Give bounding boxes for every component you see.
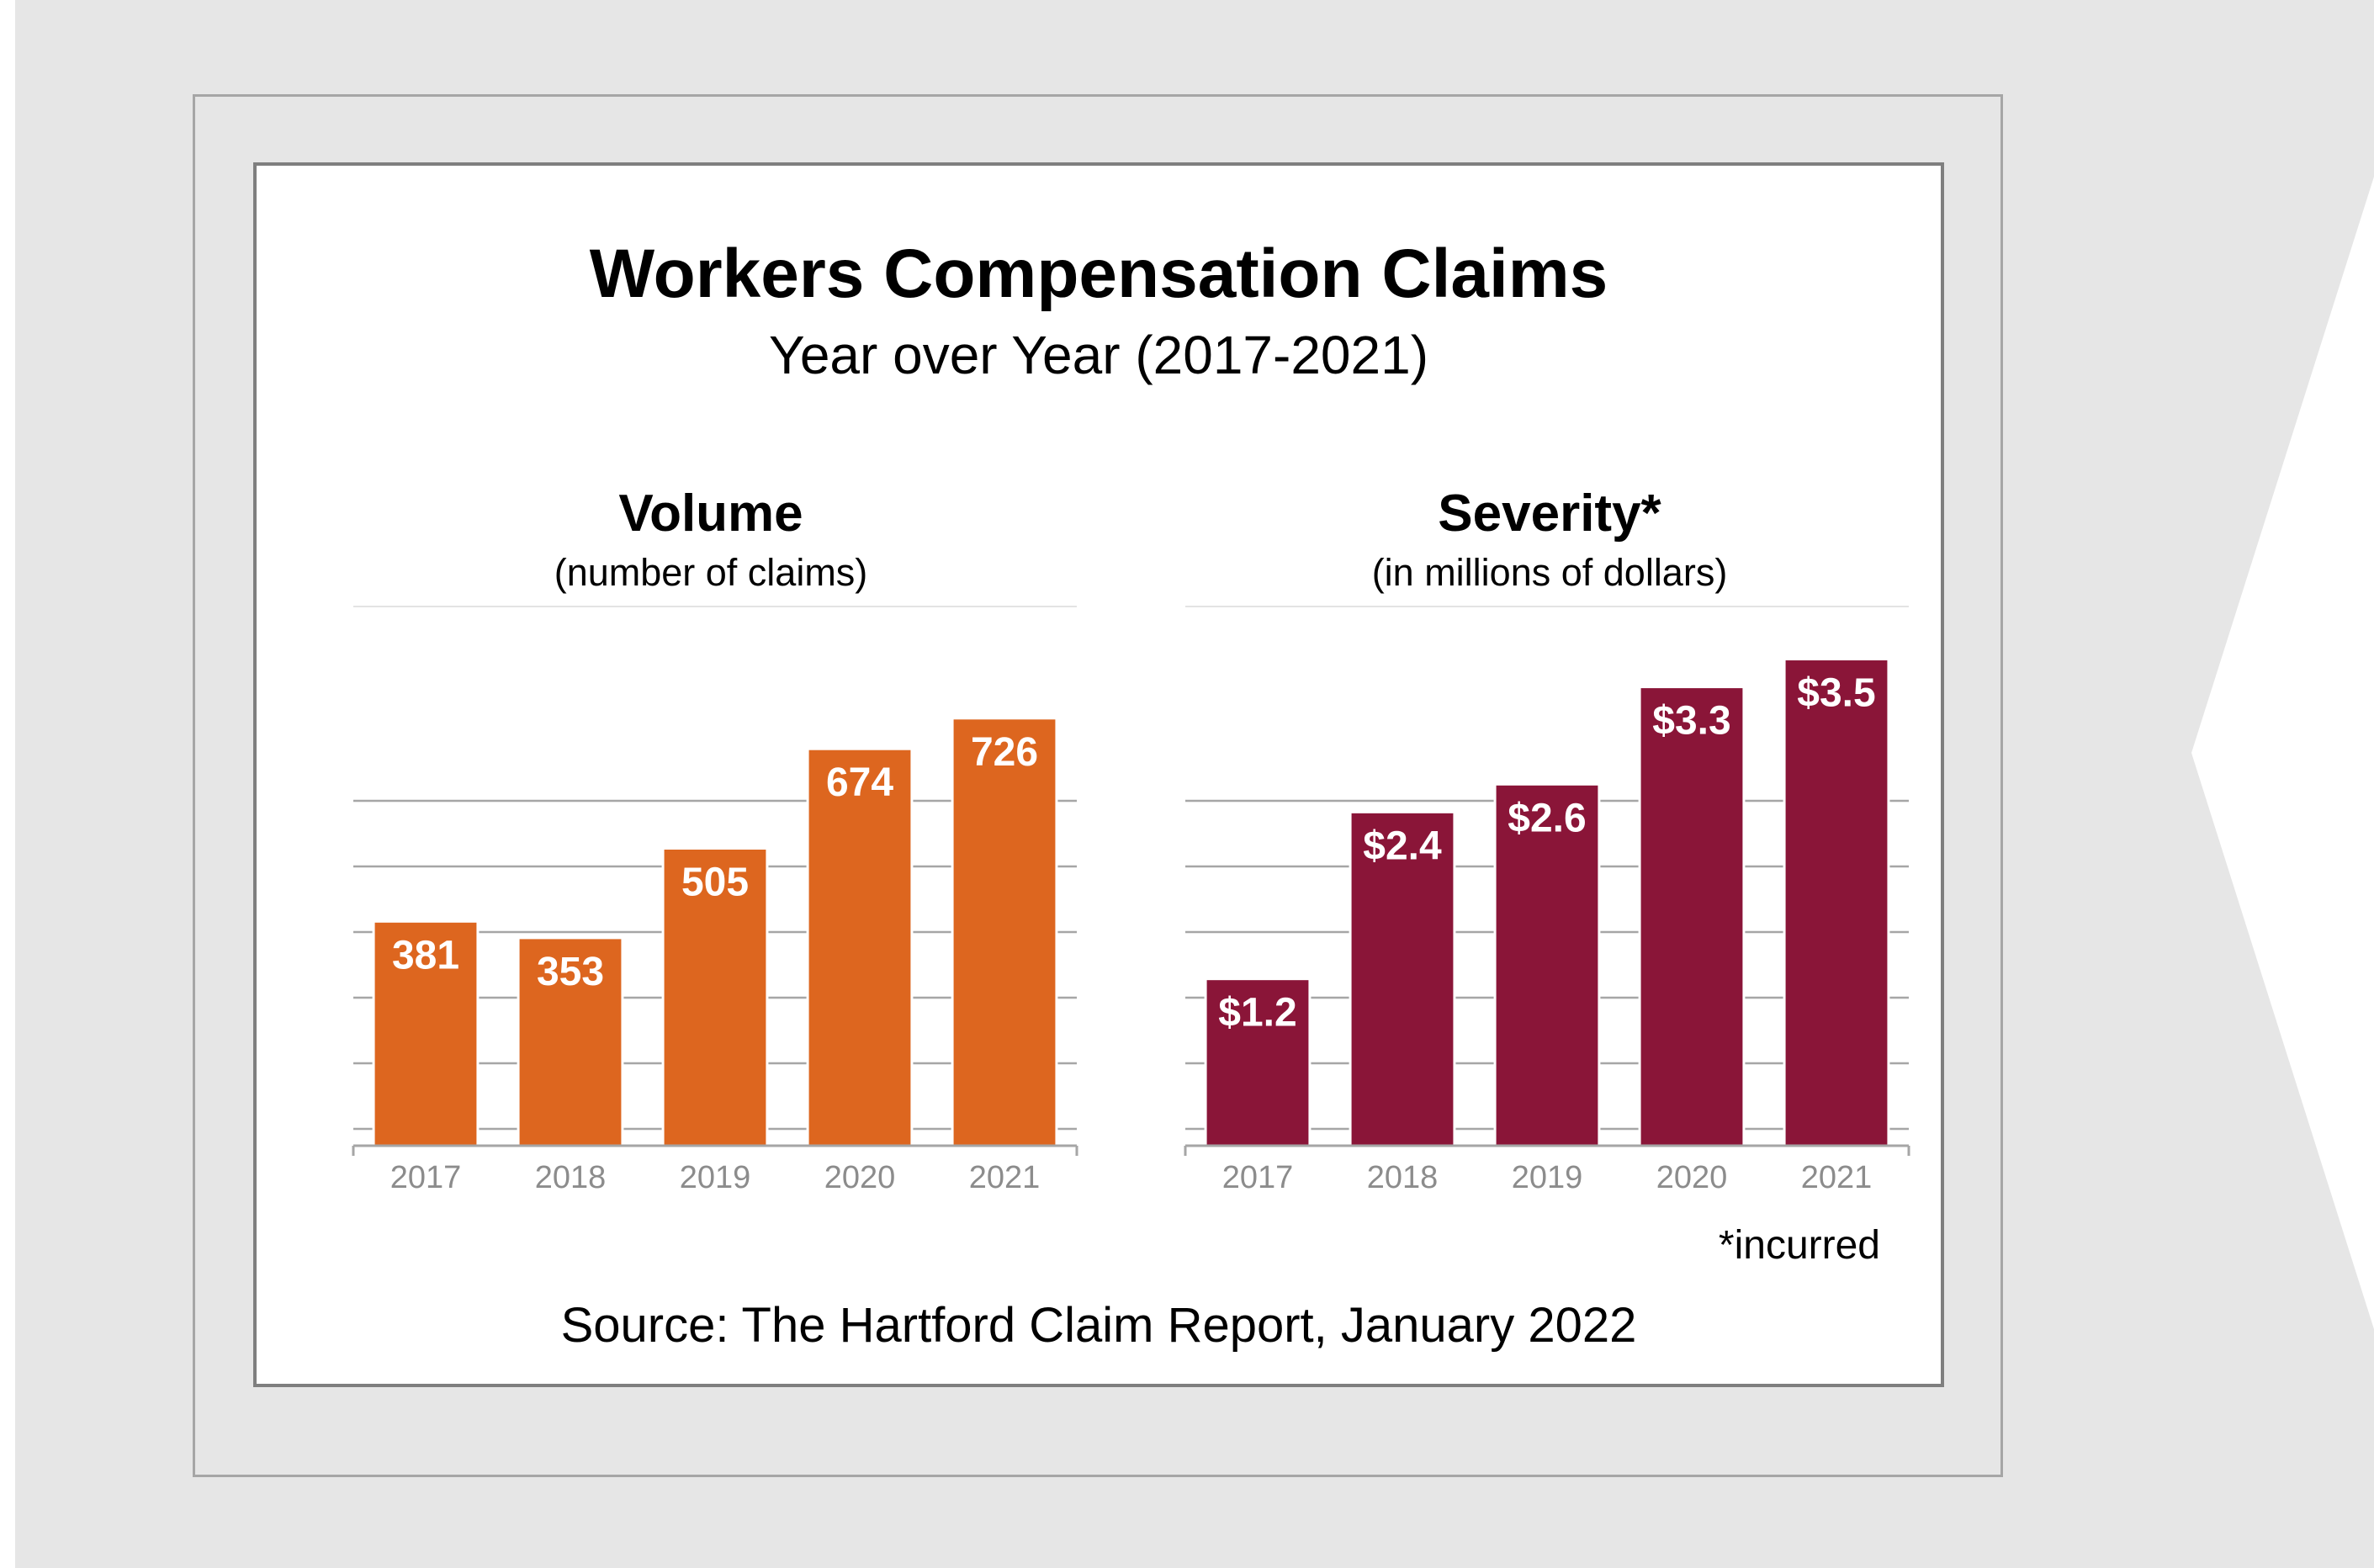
- severity-title: Severity*: [1438, 485, 1661, 543]
- tick-label-2020: 2020: [1656, 1160, 1728, 1195]
- tick-label-2017: 2017: [1222, 1160, 1294, 1195]
- volume-bar-chart: 381 2017 353 2018 505 2019 674 2020 726 2021: [352, 606, 1078, 1195]
- data-label-2020: $3.3: [1652, 699, 1730, 744]
- data-label-2017: $1.2: [1218, 991, 1296, 1036]
- data-label-2020: 674: [826, 760, 893, 805]
- data-label-2018: $2.4: [1363, 824, 1442, 868]
- tick-label-2017: 2017: [390, 1160, 462, 1195]
- severity-subtitle: (in millions of dollars): [1371, 551, 1728, 594]
- bar-2020: [1638, 686, 1746, 1147]
- chart-card: Workers Compensation Claims Year over Ye…: [253, 162, 1944, 1387]
- bar-2021: [1783, 658, 1890, 1147]
- tick-label-2019: 2019: [680, 1160, 751, 1195]
- tick-label-2021: 2021: [1801, 1160, 1873, 1195]
- tick-label-2018: 2018: [1367, 1160, 1439, 1195]
- bar-2018: [517, 936, 624, 1147]
- bar-2017: [1204, 977, 1312, 1147]
- severity-bar-chart: $1.2 2017 $2.4 2018 $2.6 2019 $3.3 2020 $3.5 2021: [1184, 606, 1910, 1195]
- chart-title: Workers Compensation Claims: [589, 236, 1608, 312]
- source-note: Source: The Hartford Claim Report, Janua…: [560, 1298, 1637, 1353]
- data-label-2021: 726: [971, 730, 1038, 775]
- data-label-2021: $3.5: [1797, 671, 1875, 716]
- data-label-2017: 381: [392, 933, 459, 977]
- bar-2021: [951, 717, 1058, 1147]
- data-label-2018: 353: [537, 950, 604, 994]
- volume-title: Volume: [618, 485, 803, 543]
- bar-2019: [1493, 782, 1601, 1147]
- tick-label-2021: 2021: [969, 1160, 1041, 1195]
- data-label-2019: $2.6: [1508, 796, 1586, 840]
- tick-label-2019: 2019: [1512, 1160, 1583, 1195]
- tick-label-2020: 2020: [824, 1160, 896, 1195]
- volume-subtitle: (number of claims): [554, 551, 868, 594]
- data-label-2019: 505: [681, 861, 749, 905]
- bar-2017: [372, 919, 480, 1147]
- footnote: *incurred: [1718, 1223, 1880, 1268]
- tick-label-2018: 2018: [535, 1160, 607, 1195]
- bar-2019: [661, 847, 769, 1147]
- bar-2020: [806, 747, 914, 1147]
- chart-subtitle: Year over Year (2017-2021): [769, 325, 1428, 385]
